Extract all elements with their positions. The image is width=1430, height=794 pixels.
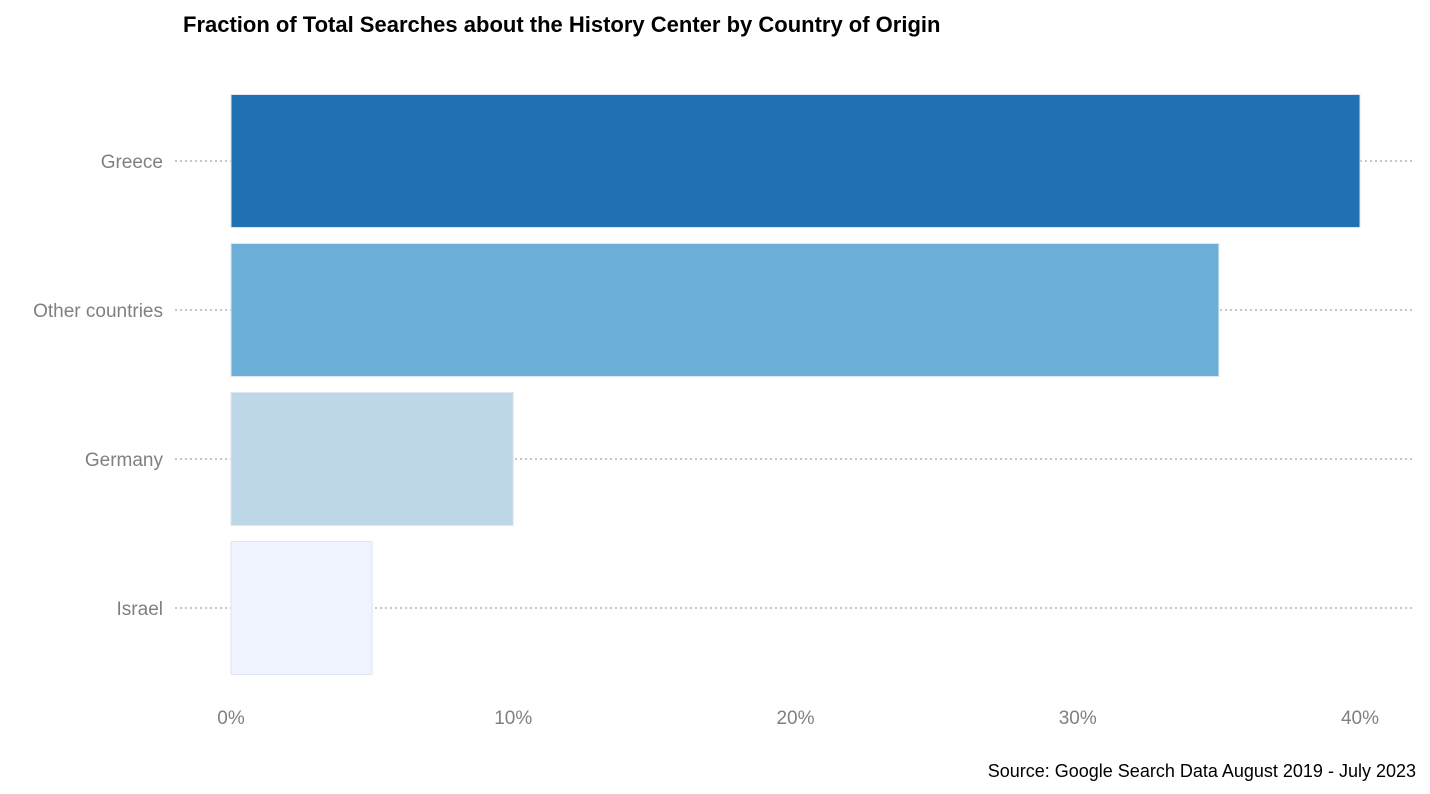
gridlines: [175, 160, 1414, 609]
bar-israel: [230, 541, 373, 675]
chart-caption: Source: Google Search Data August 2019 -…: [988, 761, 1416, 781]
bars: [230, 94, 1361, 675]
x-tick-label: 30%: [1059, 708, 1097, 729]
category-label-germany: Germany: [85, 450, 164, 471]
x-tick-label: 40%: [1341, 708, 1379, 729]
x-tick-label: 0%: [217, 708, 245, 729]
chart-title: Fraction of Total Searches about the His…: [183, 12, 940, 37]
category-labels: Greece Other countries Germany Israel: [33, 152, 163, 620]
category-label-israel: Israel: [117, 599, 163, 620]
category-label-greece: Greece: [101, 152, 163, 173]
bar-greece: [230, 94, 1361, 228]
x-tick-label: 10%: [494, 708, 532, 729]
x-tick-label: 20%: [776, 708, 814, 729]
x-axis-tick-labels: 0% 10% 20% 30% 40%: [217, 708, 1379, 729]
bar-other-countries: [230, 243, 1220, 377]
category-label-other-countries: Other countries: [33, 301, 163, 322]
bar-germany: [230, 392, 514, 526]
